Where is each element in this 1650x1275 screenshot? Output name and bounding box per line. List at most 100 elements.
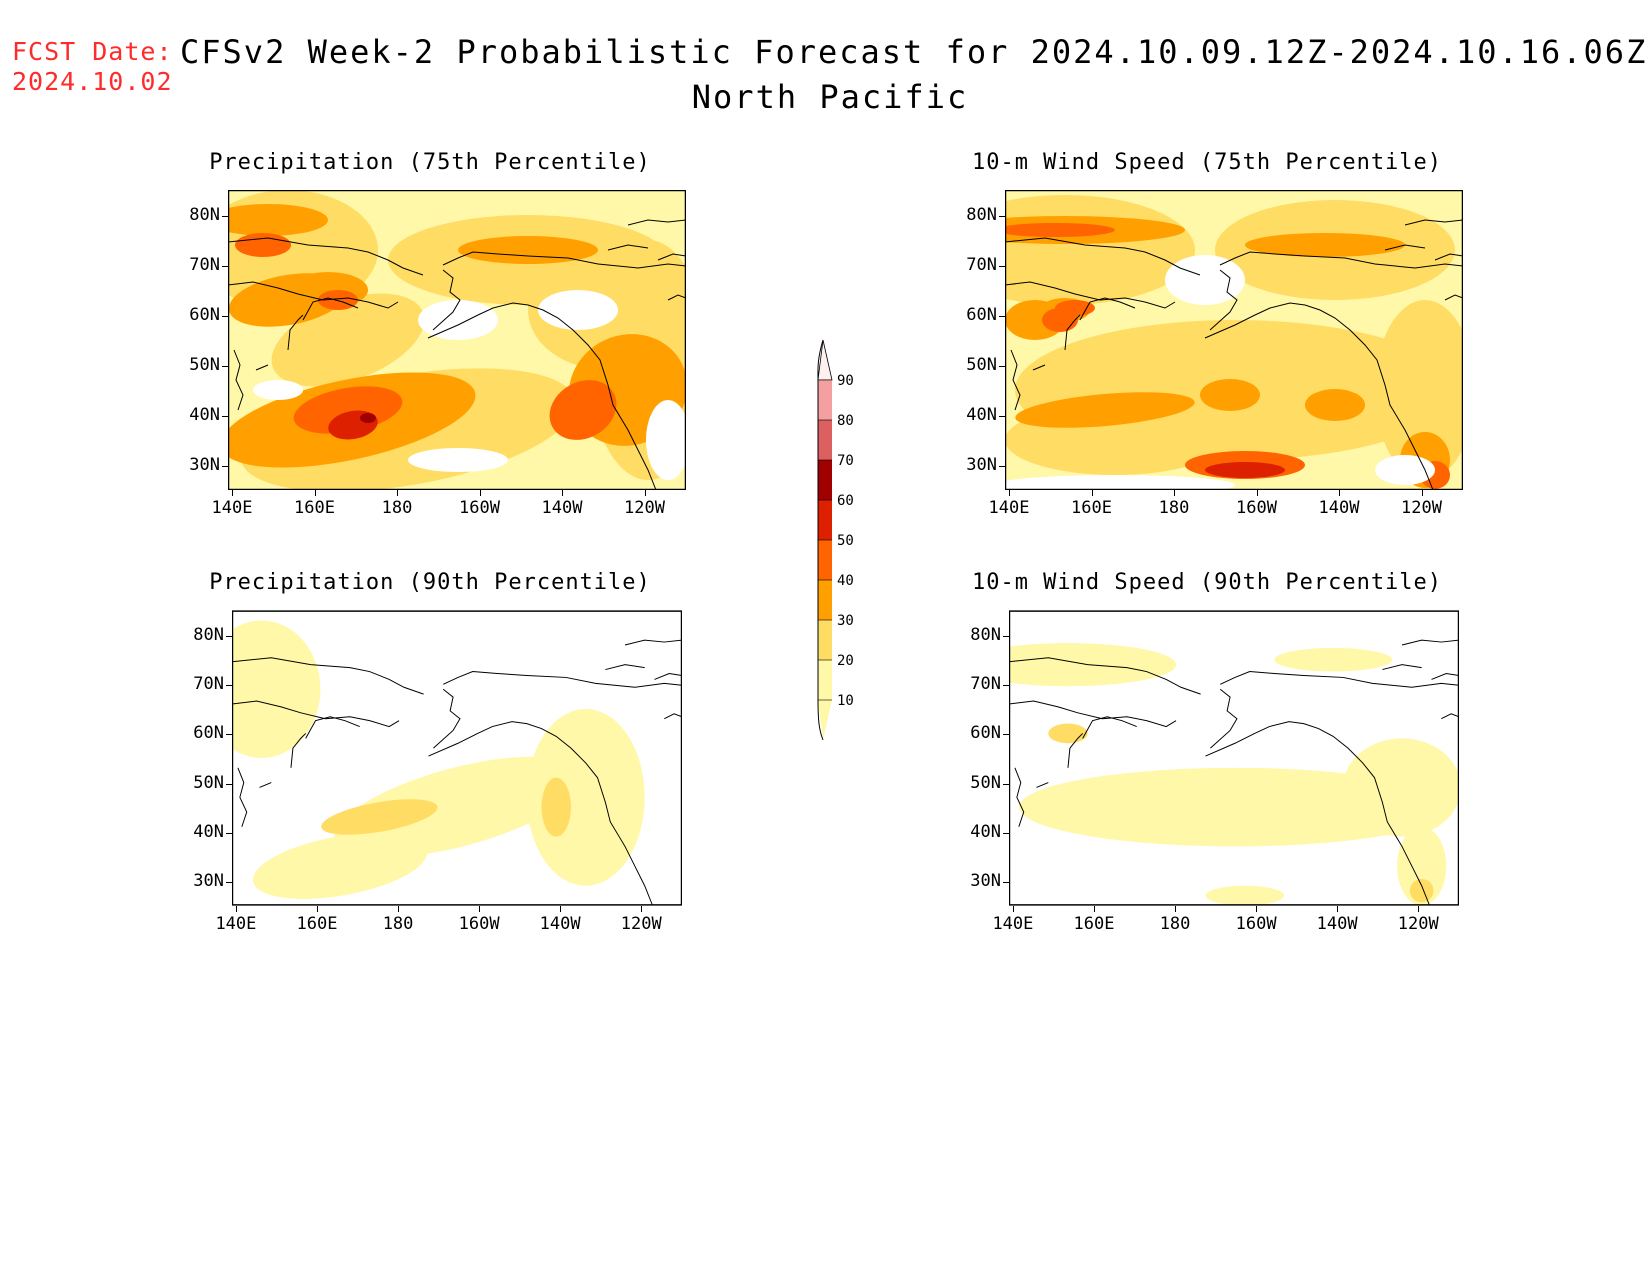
- lat-tick: [226, 684, 232, 686]
- lat-label: 70N: [970, 673, 1001, 694]
- lat-tick: [222, 416, 228, 417]
- lat-label: 60N: [970, 723, 1001, 744]
- lat-label: 80N: [193, 624, 224, 645]
- shading-c30: [458, 236, 598, 264]
- coastline: [605, 664, 645, 671]
- map-precip-75: [228, 190, 686, 490]
- lat-tick: [222, 216, 228, 217]
- lon-label: 140E: [215, 914, 257, 934]
- shading-none: [1005, 475, 1235, 490]
- lat-tick: [222, 266, 228, 267]
- coastline: [1444, 294, 1463, 301]
- coastline: [1434, 253, 1463, 261]
- shading-c20: [1409, 878, 1434, 903]
- lon-label: 140E: [988, 498, 1030, 518]
- coastline: [607, 244, 649, 251]
- lon-label: 160E: [294, 498, 335, 518]
- coastline: [627, 219, 686, 226]
- lat-label: 60N: [966, 305, 997, 325]
- lat-tick: [999, 216, 1005, 217]
- coastline: [1431, 672, 1459, 680]
- lon-label: 160E: [1071, 498, 1112, 518]
- lon-tick: [1091, 490, 1093, 496]
- shading-c10: [1397, 826, 1447, 906]
- lat-label: 30N: [193, 871, 224, 892]
- coastline: [290, 733, 307, 768]
- lat-tick: [222, 316, 228, 317]
- coastline: [442, 251, 686, 269]
- coastline: [1036, 782, 1049, 788]
- coastline: [1204, 302, 1434, 490]
- panel-wind-75: 10-m Wind Speed (75th Percentile) 80N 70N…: [937, 150, 1477, 520]
- panel-title: Precipitation (90th Percentile): [209, 570, 651, 595]
- coastline: [255, 364, 269, 371]
- shading-c30: [1245, 233, 1405, 257]
- page-title: CFSv2 Week-2 Probabilistic Forecast for …: [180, 33, 1648, 71]
- colorbar: 90 80 70 60 50 40 30 20 10: [817, 339, 854, 741]
- coastline: [1082, 716, 1137, 739]
- coastline: [1404, 219, 1463, 226]
- lat-tick: [1003, 783, 1009, 785]
- lon-label: 120W: [1397, 914, 1439, 934]
- lat-tick: [1003, 882, 1009, 884]
- map-precip-90: [232, 610, 682, 906]
- lon-label: 140E: [211, 498, 253, 518]
- lat-label: 70N: [189, 255, 220, 275]
- shading-c30: [228, 204, 328, 236]
- lat-tick: [999, 266, 1005, 267]
- colorbar-label: 50: [837, 533, 854, 549]
- shading-c10: [1343, 738, 1459, 837]
- shading-none: [408, 448, 508, 472]
- panel-title: 10-m Wind Speed (75th Percentile): [971, 150, 1443, 175]
- lat-tick: [226, 783, 232, 785]
- shading-c60: [360, 413, 376, 423]
- coastline: [1220, 671, 1459, 688]
- panel-title: Precipitation (75th Percentile): [209, 150, 651, 175]
- coastline: [1009, 657, 1201, 695]
- lon-label: 140W: [539, 914, 581, 934]
- lon-label: 180: [381, 498, 413, 518]
- panel-title: 10-m Wind Speed (90th Percentile): [971, 570, 1443, 595]
- lon-tick: [1174, 490, 1175, 496]
- lon-tick: [1339, 490, 1340, 496]
- map-frame: [228, 190, 686, 490]
- lon-tick: [1012, 906, 1014, 912]
- shading-none: [646, 400, 686, 480]
- lat-tick: [1003, 832, 1009, 834]
- coastline: [443, 671, 682, 688]
- colorbar-swatch: [818, 580, 832, 620]
- lon-tick: [641, 906, 643, 912]
- shading-c10: [1274, 647, 1393, 672]
- lat-label: 60N: [193, 723, 224, 744]
- lon-label: 140W: [1316, 914, 1358, 934]
- lon-label: 140W: [541, 498, 583, 518]
- coastline: [428, 721, 653, 906]
- lon-label: 160W: [1236, 498, 1277, 518]
- shading-c10: [1205, 885, 1285, 906]
- lon-label: 120W: [1401, 498, 1442, 518]
- lon-tick: [644, 490, 646, 496]
- lat-label: 50N: [189, 355, 220, 375]
- shading-c40: [235, 233, 291, 257]
- lat-tick: [1003, 734, 1009, 736]
- lon-tick: [398, 906, 400, 912]
- shading-c40: [549, 380, 617, 440]
- coastline: [1005, 237, 1201, 276]
- lon-tick: [1256, 490, 1258, 496]
- lon-tick: [1421, 490, 1423, 496]
- coastline: [232, 700, 400, 728]
- colorbar-label: 10: [837, 693, 854, 709]
- coastline: [1014, 767, 1025, 827]
- colorbar-cap-bottom: [818, 700, 832, 740]
- colorbar-label: 30: [837, 613, 854, 629]
- colorbar-label: 70: [837, 453, 854, 469]
- shading-c10: [232, 620, 321, 758]
- coastline: [654, 672, 682, 680]
- colorbar-label: 80: [837, 413, 854, 429]
- shading-c30: [1200, 379, 1260, 411]
- shading-c20: [541, 777, 571, 837]
- lon-tick: [1093, 906, 1095, 912]
- shading-none: [538, 290, 618, 330]
- lat-label: 50N: [966, 355, 997, 375]
- map-wind-90: [1009, 610, 1459, 906]
